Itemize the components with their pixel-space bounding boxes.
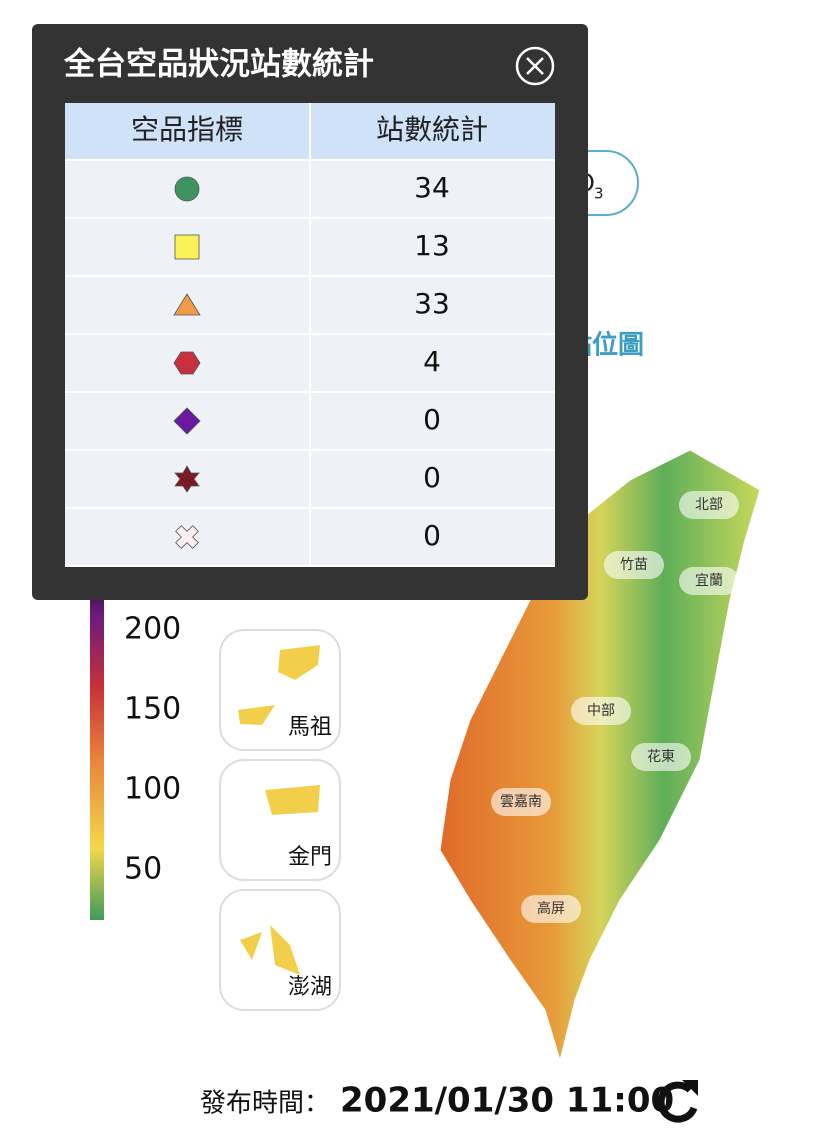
aqi-icon <box>174 465 200 493</box>
aqi-icon <box>174 176 200 202</box>
publish-label: 發布時間： <box>200 1089 330 1119</box>
station-count: 13 <box>414 229 450 262</box>
region-pill <box>521 895 581 923</box>
aqi-icon <box>173 351 201 375</box>
station-count: 4 <box>423 345 441 378</box>
region-pill <box>604 551 664 579</box>
table-header-cell: 空品指標 <box>131 113 243 146</box>
taiwan-map <box>439 449 761 1062</box>
station-count: 0 <box>423 519 441 552</box>
region-pill <box>679 491 739 519</box>
close-button[interactable] <box>515 46 555 86</box>
legend-label: 100 <box>124 772 181 807</box>
island-shape <box>240 925 300 975</box>
color-bar <box>90 560 104 920</box>
station-count: 0 <box>423 403 441 436</box>
region-pill <box>571 697 631 725</box>
region-pill <box>491 788 551 816</box>
station-count: 0 <box>423 461 441 494</box>
region-label: 花東 <box>647 749 675 765</box>
o3-sub: 3 <box>594 185 604 203</box>
region-label: 宜蘭 <box>695 573 723 589</box>
station-count: 33 <box>414 287 450 320</box>
region-label: 中部 <box>587 703 615 719</box>
modal-title: 全台空品狀況站數統計 <box>63 47 374 83</box>
aqi-icon <box>175 525 199 549</box>
legend-label: 150 <box>124 692 181 727</box>
region-label: 雲嘉南 <box>500 794 542 810</box>
island-shape <box>240 785 320 815</box>
region-label: 北部 <box>695 497 723 513</box>
aqi-icon <box>174 234 200 260</box>
publish-time: 2021/01/30 11:00 <box>340 1081 674 1121</box>
island-label: 澎湖 <box>288 975 332 1000</box>
legend-label: 50 <box>124 852 162 887</box>
aqi-icon <box>173 293 201 316</box>
island-label: 馬祖 <box>288 715 332 740</box>
station-count: 34 <box>414 171 450 204</box>
region-pill <box>679 567 739 595</box>
table-header-cell: 站數統計 <box>376 113 488 146</box>
aqi-icon <box>173 407 201 435</box>
island-shape <box>238 645 320 725</box>
island-label: 金門 <box>288 845 332 870</box>
region-pill <box>631 743 691 771</box>
legend-label: 200 <box>124 612 181 647</box>
region-label: 高屏 <box>537 900 565 917</box>
region-label: 竹苗 <box>620 557 648 573</box>
refresh-icon[interactable] <box>657 1080 698 1123</box>
